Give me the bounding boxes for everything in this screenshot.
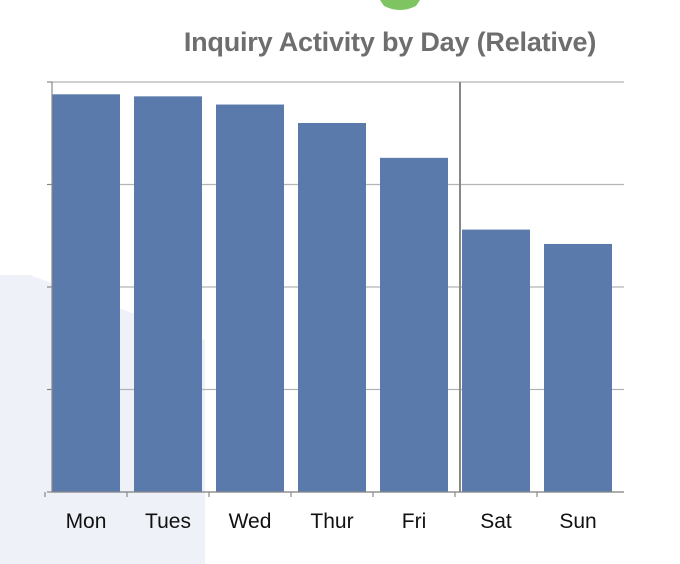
- bar-sun: [544, 243, 612, 492]
- axes: [44, 81, 624, 497]
- bar-wed: [216, 104, 284, 493]
- bar-thur: [298, 123, 366, 492]
- bar-sat: [462, 229, 530, 492]
- chart-title: Inquiry Activity by Day (Relative): [183, 27, 597, 57]
- x-tick-label: Mon: [66, 510, 107, 533]
- x-tick-label: Sat: [480, 510, 512, 533]
- x-tick-labels: Mon Tues Wed Thur Fri Sat Sun: [66, 510, 597, 533]
- bars: [52, 94, 612, 493]
- bar-fri: [380, 157, 448, 492]
- x-tick-label: Fri: [402, 510, 427, 533]
- x-tick-label: Wed: [229, 510, 272, 533]
- x-tick-label: Thur: [310, 510, 353, 533]
- x-tick-label: Tues: [145, 510, 191, 533]
- x-tick-label: Sun: [559, 510, 596, 533]
- bar-tues: [134, 96, 202, 492]
- bar-mon: [52, 94, 120, 493]
